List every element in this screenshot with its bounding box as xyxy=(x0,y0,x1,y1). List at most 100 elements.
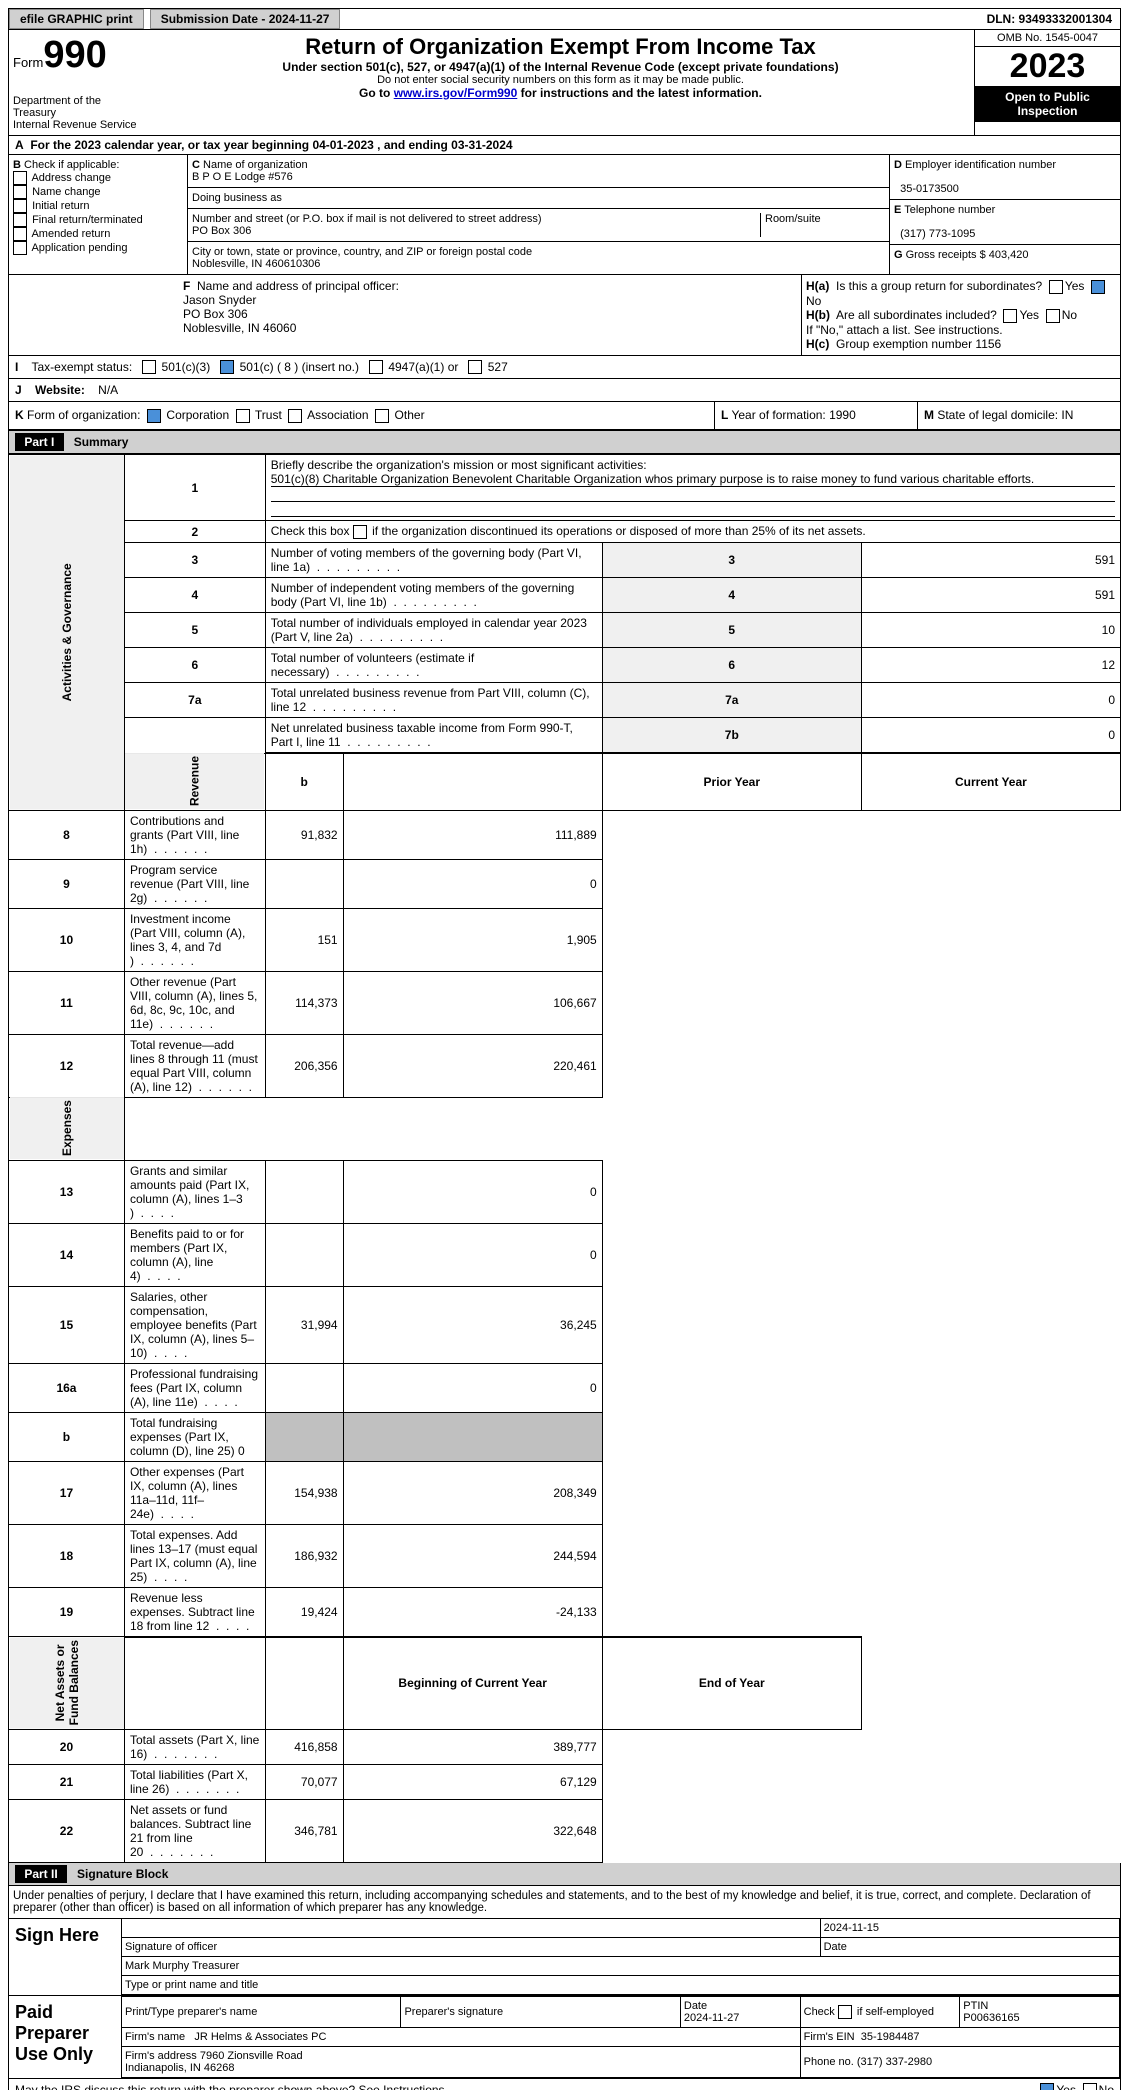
checkbox-amended-return[interactable] xyxy=(13,227,27,241)
section-b: B Check if applicable: Address change Na… xyxy=(9,155,188,274)
checkbox-initial-return[interactable] xyxy=(13,199,27,213)
row-fh: F Name and address of principal officer:… xyxy=(8,275,1121,356)
summary-line: 6Total number of volunteers (estimate if… xyxy=(9,648,1121,683)
part1-badge: Part I xyxy=(15,433,64,451)
checkbox-4947[interactable] xyxy=(369,360,383,374)
checkbox-assoc[interactable] xyxy=(288,409,302,423)
i-opt4: 527 xyxy=(488,360,508,374)
summary-line: Net unrelated business taxable income fr… xyxy=(9,718,1121,754)
section-expenses: Expenses xyxy=(9,1097,125,1160)
prep-sig-label: Preparer's signature xyxy=(401,1996,680,2027)
checkbox-ha-yes[interactable] xyxy=(1049,280,1063,294)
line-a: A For the 2023 calendar year, or tax yea… xyxy=(8,136,1121,155)
checkbox-other[interactable] xyxy=(375,409,389,423)
summary-line: 5Total number of individuals employed in… xyxy=(9,613,1121,648)
org-name: B P O E Lodge #576 xyxy=(192,171,293,183)
revenue-line: 9Program service revenue (Part VIII, lin… xyxy=(9,859,1121,908)
omb-label: OMB No. 1545-0047 xyxy=(975,30,1120,47)
efile-print-button[interactable]: efile GRAPHIC print xyxy=(9,9,144,29)
row-i: I Tax-exempt status: 501(c)(3) 501(c) ( … xyxy=(8,356,1121,380)
website-value: N/A xyxy=(98,383,118,397)
dept-label: Department of the Treasury Internal Reve… xyxy=(13,95,143,131)
b-item-0: Address change xyxy=(31,172,111,184)
top-bar: efile GRAPHIC print Submission Date - 20… xyxy=(8,8,1121,30)
expense-line: 19Revenue less expenses. Subtract line 1… xyxy=(9,1587,1121,1637)
i-opt1: 501(c)(3) xyxy=(162,360,211,374)
m-value: State of legal domicile: IN xyxy=(937,408,1073,422)
ha-label: Is this a group return for subordinates? xyxy=(836,279,1042,293)
checkbox-527[interactable] xyxy=(468,360,482,374)
begin-year-header: Beginning of Current Year xyxy=(343,1637,602,1729)
sig-date: 2024-11-15 xyxy=(820,1919,1119,1938)
section-deg: D Employer identification number 35-0173… xyxy=(889,155,1120,274)
officer-label: Name and address of principal officer: xyxy=(197,279,399,293)
gross-label: Gross receipts $ xyxy=(906,249,989,261)
summary-line: 7aTotal unrelated business revenue from … xyxy=(9,683,1121,718)
b-item-4: Amended return xyxy=(31,228,110,240)
checkbox-hb-yes[interactable] xyxy=(1003,309,1017,323)
checkbox-501c3[interactable] xyxy=(142,360,156,374)
subtitle-2: Do not enter social security numbers on … xyxy=(151,74,970,86)
section-net-assets: Net Assets or Fund Balances xyxy=(9,1637,125,1729)
l-value: Year of formation: 1990 xyxy=(731,408,855,422)
form-title: Return of Organization Exempt From Incom… xyxy=(151,34,970,60)
firm-ein: 35-1984487 xyxy=(861,2031,920,2043)
self-employed-check: Check if self-employed xyxy=(800,1996,960,2027)
city-value: Noblesville, IN 460610306 xyxy=(192,258,320,270)
date-label: Date xyxy=(820,1937,1119,1956)
ptin-label: PTIN xyxy=(963,2000,988,2012)
hb-label: Are all subordinates included? xyxy=(836,308,997,322)
k-opt0: Corporation xyxy=(166,408,229,422)
end-year-header: End of Year xyxy=(602,1637,861,1729)
checkbox-discontinued[interactable] xyxy=(353,525,367,539)
checkbox-self-employed[interactable] xyxy=(838,2005,852,2019)
phone-label: Telephone number xyxy=(904,204,995,216)
dln-label: DLN: 93493332001304 xyxy=(987,12,1120,26)
checkbox-discuss-no[interactable] xyxy=(1083,2083,1097,2090)
officer-name-title: Mark Murphy Treasurer xyxy=(122,1956,1120,1975)
form-number: 990 xyxy=(43,34,106,76)
k-opt3: Other xyxy=(395,408,425,422)
paid-preparer-block: Paid Preparer Use Only Print/Type prepar… xyxy=(8,1996,1121,2079)
discuss-row: May the IRS discuss this return with the… xyxy=(8,2079,1121,2090)
mission-text: 501(c)(8) Charitable Organization Benevo… xyxy=(271,472,1035,486)
irs-link[interactable]: www.irs.gov/Form990 xyxy=(394,86,518,100)
checkbox-ha-no[interactable] xyxy=(1091,280,1105,294)
part2-title: Signature Block xyxy=(77,1867,168,1881)
section-activities-governance: Activities & Governance xyxy=(9,455,125,810)
ein-value: 35-0173500 xyxy=(900,183,959,195)
dba-label: Doing business as xyxy=(192,192,282,204)
l1-label: Briefly describe the organization's miss… xyxy=(271,458,647,472)
b-label: Check if applicable: xyxy=(24,159,119,171)
checkbox-name-change[interactable] xyxy=(13,185,27,199)
checkbox-corp[interactable] xyxy=(147,409,161,423)
ein-label: Employer identification number xyxy=(905,159,1056,171)
checkbox-trust[interactable] xyxy=(236,409,250,423)
k-opt1: Trust xyxy=(255,408,282,422)
checkbox-discuss-yes[interactable] xyxy=(1040,2083,1054,2090)
row-klm: K Form of organization: Corporation Trus… xyxy=(8,402,1121,430)
submission-date-button[interactable]: Submission Date - 2024-11-27 xyxy=(150,9,341,29)
checkbox-address-change[interactable] xyxy=(13,171,27,185)
checkbox-501c[interactable] xyxy=(220,360,234,374)
room-label: Room/suite xyxy=(765,213,821,225)
b-item-5: Application pending xyxy=(31,242,127,254)
perjury-declaration: Under penalties of perjury, I declare th… xyxy=(8,1886,1121,1919)
discuss-text: May the IRS discuss this return with the… xyxy=(15,2083,448,2090)
street-value: PO Box 306 xyxy=(192,225,251,237)
b-item-3: Final return/terminated xyxy=(32,214,143,226)
form-header: Form990 Department of the Treasury Inter… xyxy=(8,30,1121,136)
gross-value: 403,420 xyxy=(989,249,1029,261)
i-opt3: 4947(a)(1) or xyxy=(388,360,458,374)
checkbox-final-return[interactable] xyxy=(13,213,27,227)
net-assets-line: 22Net assets or fund balances. Subtract … xyxy=(9,1799,1121,1862)
goto-post: for instructions and the latest informat… xyxy=(517,86,762,100)
revenue-line: 8Contributions and grants (Part VIII, li… xyxy=(9,810,1121,859)
prep-phone-label: Phone no. xyxy=(804,2056,854,2068)
checkbox-hb-no[interactable] xyxy=(1046,309,1060,323)
sig-officer-label: Signature of officer xyxy=(122,1937,821,1956)
prior-year-header: Prior Year xyxy=(602,753,861,810)
officer-name: Jason Snyder xyxy=(183,293,256,307)
l2-text: Check this box if the organization disco… xyxy=(271,524,866,538)
checkbox-application-pending[interactable] xyxy=(13,241,27,255)
